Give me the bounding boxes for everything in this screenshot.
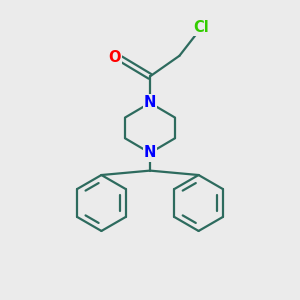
Text: Cl: Cl [194,20,209,35]
Text: N: N [144,95,156,110]
Text: O: O [108,50,121,65]
Text: N: N [144,146,156,160]
